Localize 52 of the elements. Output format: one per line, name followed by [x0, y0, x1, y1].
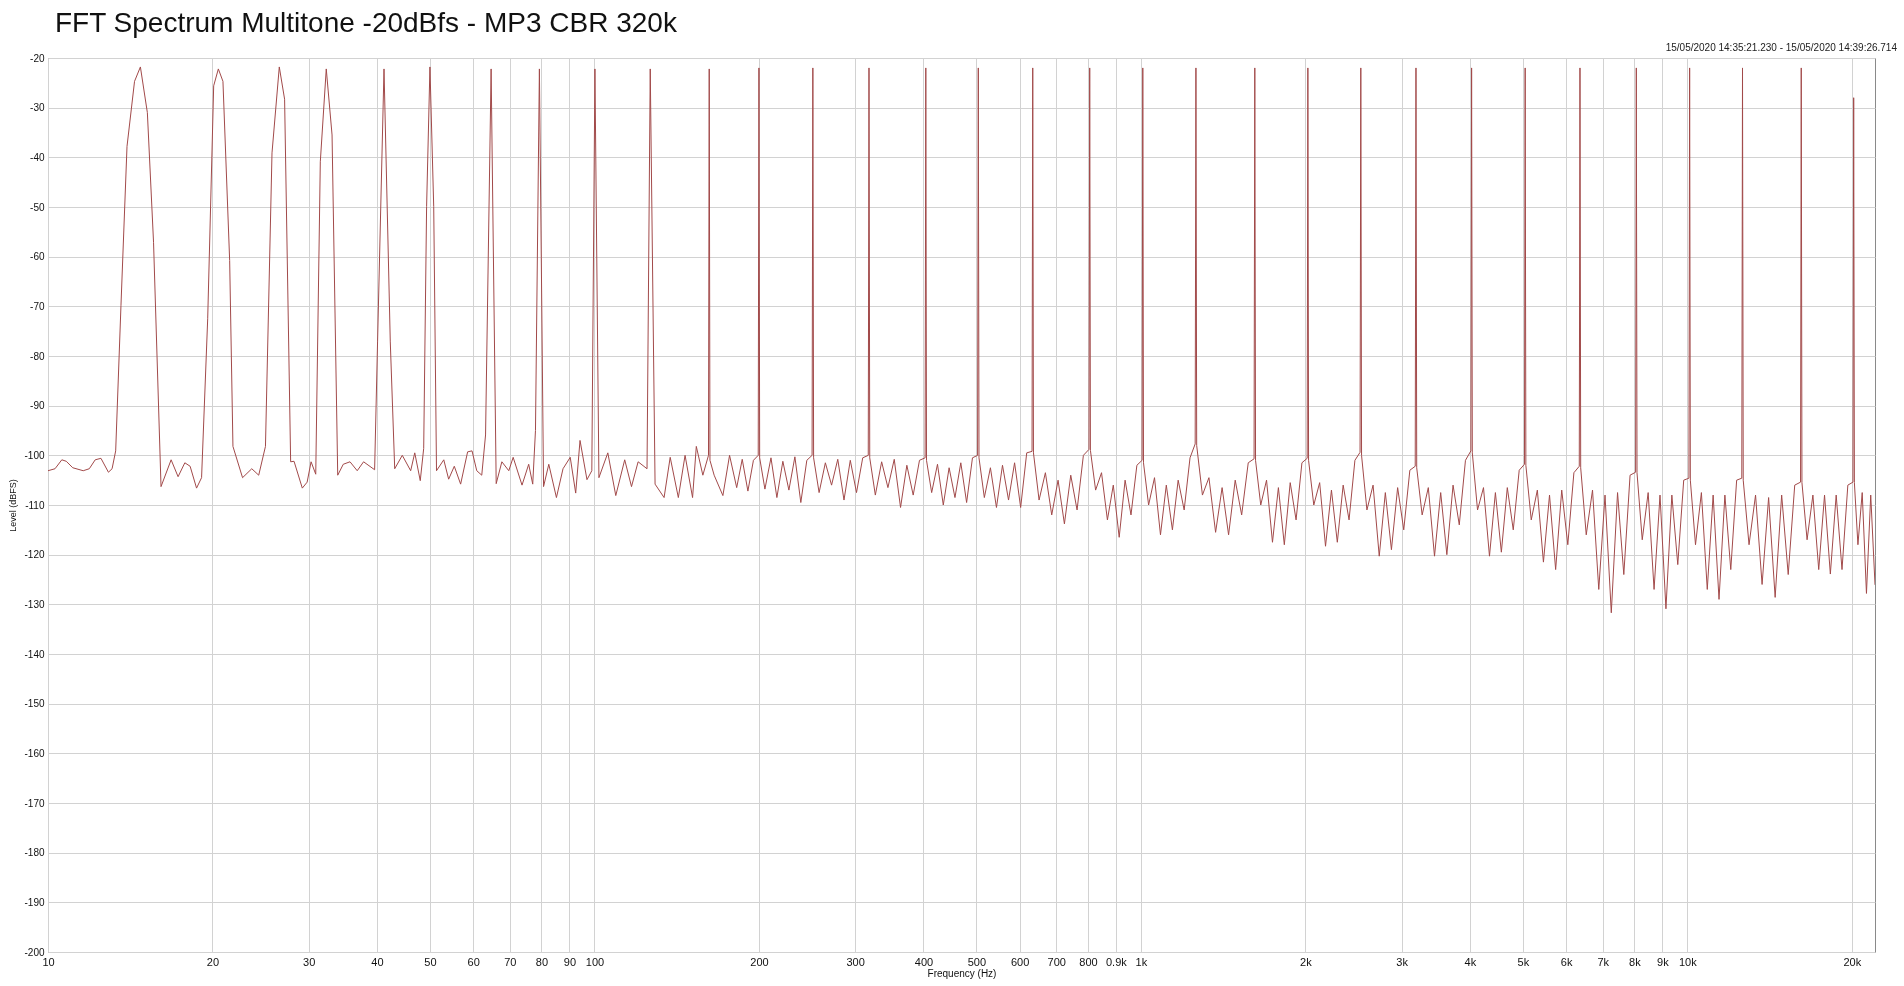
chart-title: FFT Spectrum Multitone -20dBfs - MP3 CBR 320k — [55, 7, 678, 38]
x-tick-label: 5k — [1517, 955, 1530, 968]
x-tick-label: 500 — [967, 955, 987, 968]
x-tick-label: 100 — [585, 955, 605, 968]
y-tick-label: -100 — [24, 449, 45, 461]
x-tick-label: 200 — [750, 955, 769, 968]
x-tick-label: 10 — [42, 955, 55, 968]
y-tick-label: -190 — [24, 896, 45, 908]
y-tick-label: -200 — [24, 946, 45, 958]
y-tick-label: -20 — [30, 52, 45, 64]
x-tick-label: 6k — [1560, 955, 1573, 968]
chart-subtitle: 15/05/2020 14:35:21.230 - 15/05/2020 14:39:26.714 — [1665, 42, 1898, 53]
x-tick-label: 70 — [504, 955, 517, 968]
x-tick-label: 300 — [846, 955, 865, 968]
y-tick-label: -140 — [24, 648, 45, 660]
y-tick-label: -120 — [24, 549, 45, 561]
x-tick-label: 20k — [1843, 955, 1862, 968]
x-tick-label: 1k — [1135, 955, 1148, 968]
y-tick-label: -80 — [30, 350, 45, 362]
x-tick-label: 8k — [1629, 955, 1642, 968]
x-tick-label: 9k — [1657, 955, 1670, 968]
x-tick-label: 800 — [1079, 955, 1098, 968]
x-tick-label: 600 — [1010, 955, 1030, 968]
y-axis-title: Level (dBFS) — [8, 479, 19, 532]
y-tick-label: -60 — [30, 251, 45, 263]
x-axis-title: Frequency (Hz) — [927, 967, 997, 979]
x-tick-label: 2k — [1300, 955, 1313, 968]
y-tick-label: -180 — [24, 847, 45, 859]
y-tick-label: -130 — [24, 598, 45, 610]
x-tick-label: 0.9k — [1105, 955, 1128, 968]
x-tick-label: 50 — [424, 955, 437, 968]
y-tick-label: -50 — [30, 201, 45, 213]
x-tick-label: 80 — [535, 955, 549, 968]
y-tick-label: -90 — [30, 400, 45, 412]
y-tick-label: -170 — [24, 797, 45, 809]
y-tick-label: -40 — [30, 151, 45, 163]
y-tick-label: -160 — [24, 747, 45, 759]
y-tick-label: -70 — [30, 300, 45, 312]
x-tick-label: 3k — [1396, 955, 1409, 968]
x-tick-label: 60 — [467, 955, 480, 968]
x-tick-label: 90 — [563, 955, 577, 968]
x-tick-label: 400 — [914, 955, 934, 968]
x-tick-label: 40 — [371, 955, 384, 968]
y-tick-label: -110 — [25, 499, 45, 511]
x-tick-label: 10k — [1678, 955, 1698, 968]
y-tick-label: -30 — [30, 102, 45, 114]
x-tick-label: 4k — [1464, 955, 1477, 968]
x-tick-label: 7k — [1597, 955, 1610, 968]
x-tick-label: 20 — [206, 955, 220, 968]
y-tick-label: -150 — [24, 698, 45, 710]
x-tick-label: 30 — [303, 955, 316, 968]
x-tick-label: 700 — [1047, 955, 1066, 968]
